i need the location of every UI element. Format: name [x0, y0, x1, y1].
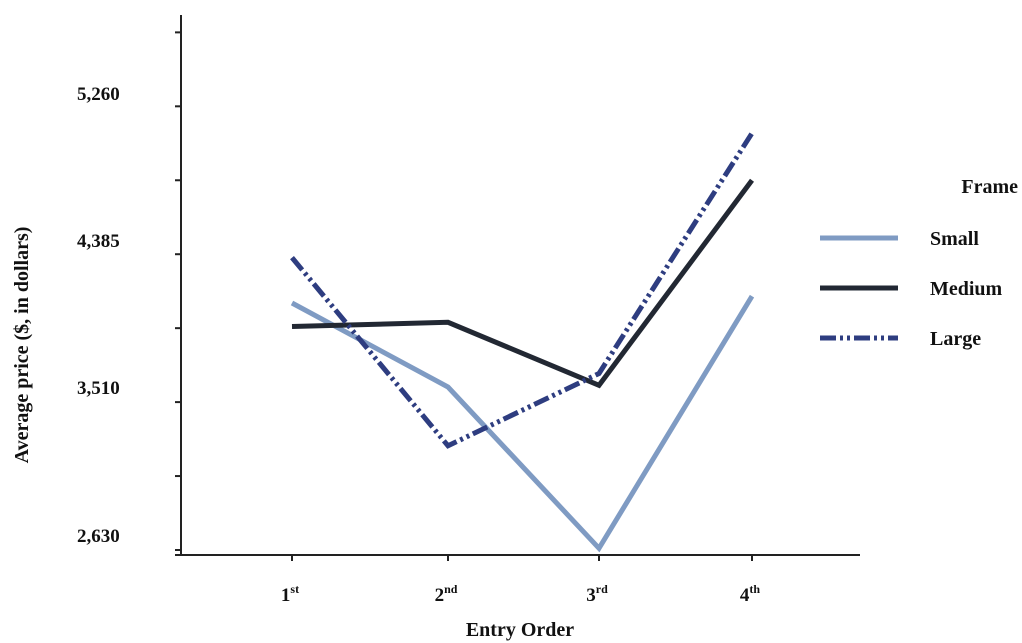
legend-label-large: Large [930, 328, 981, 350]
y-tick-label: 3,510 [77, 378, 120, 399]
x-tick-label: 4th [740, 582, 760, 606]
x-tick-label: 1st [281, 582, 299, 606]
series-line-large [290, 131, 755, 449]
y-tick-label: 4,385 [77, 231, 120, 252]
series-lines [290, 131, 755, 553]
legend-label-small: Small [930, 228, 979, 250]
x-axis-title: Entry Order [466, 619, 574, 641]
legend: Frame Small Medium Large [820, 176, 1018, 350]
legend-title: Frame [961, 176, 1018, 198]
y-ticks: 2,630 3,510 4,385 5,260 [77, 31, 181, 551]
x-tick-label: 3rd [586, 582, 608, 606]
series-line-medium [291, 178, 755, 389]
x-ticks: 1st 2nd 3rd 4th [281, 555, 760, 606]
legend-label-medium: Medium [930, 278, 1003, 300]
y-tick-label: 5,260 [77, 84, 120, 105]
axes [175, 15, 860, 556]
series-line-small [290, 294, 755, 553]
y-tick-label: 2,630 [77, 526, 120, 547]
y-axis-title: Average price ($, in dollars) [11, 227, 33, 464]
x-tick-label: 2nd [435, 582, 458, 606]
